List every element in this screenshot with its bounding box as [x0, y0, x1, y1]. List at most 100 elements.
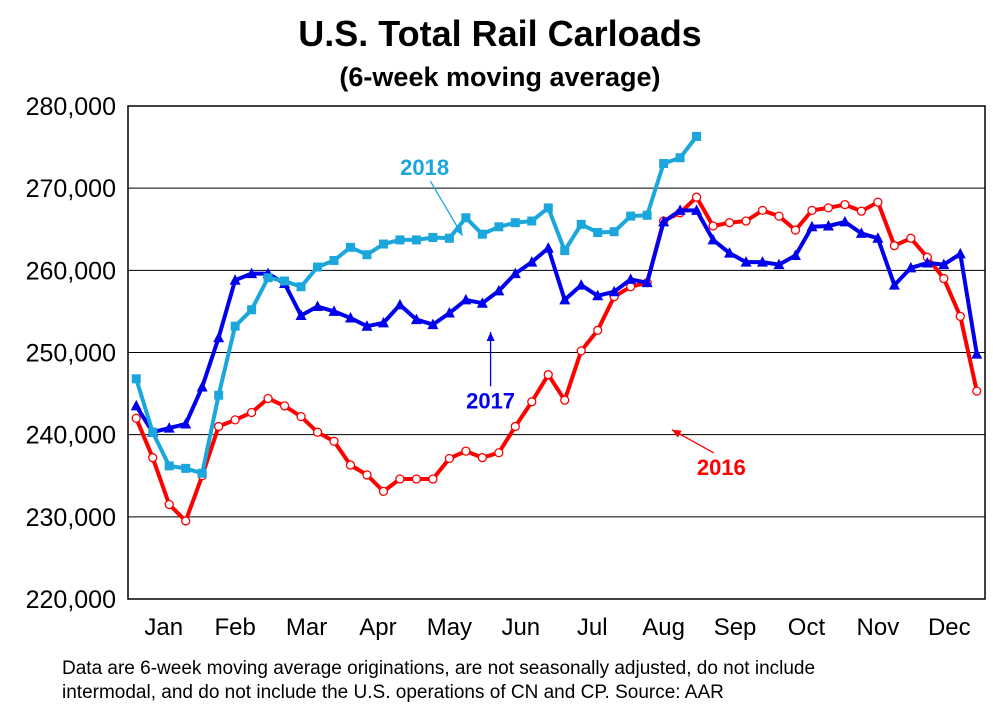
x-tick-label: Nov	[857, 614, 900, 641]
point-2017	[855, 227, 867, 238]
point-2017	[773, 258, 785, 270]
point-2017	[328, 305, 340, 316]
point-2018	[345, 242, 355, 252]
y-tick-label: 230,000	[26, 504, 116, 532]
point-2016	[823, 203, 834, 213]
annotation-label: 2017	[466, 388, 515, 413]
point-2016	[939, 273, 949, 284]
y-tick-label: 280,000	[26, 93, 116, 121]
point-2017	[542, 242, 554, 253]
point-2018	[247, 305, 257, 315]
point-2017	[344, 311, 356, 323]
point-2016	[774, 211, 784, 221]
point-2016	[312, 427, 323, 437]
footnote: Data are 6-week moving average originati…	[62, 657, 962, 705]
point-2017	[410, 313, 422, 325]
point-2018	[148, 427, 158, 437]
point-2016	[296, 411, 306, 422]
point-2016	[461, 446, 471, 456]
x-tick-label: Feb	[214, 614, 255, 641]
point-2017	[246, 267, 258, 279]
point-2016	[395, 474, 405, 484]
point-2017	[312, 300, 324, 311]
annotation-backing	[459, 386, 522, 413]
point-2018	[659, 159, 669, 169]
annotation-arrowhead	[671, 429, 682, 438]
x-tick-label: Mar	[286, 614, 327, 641]
y-axis-ticks: 220,000 230,000 240,000 250,000 260,000 270,0…	[26, 93, 116, 614]
point-2016	[378, 486, 389, 497]
x-tick-label: Oct	[788, 614, 826, 641]
point-2017	[921, 256, 933, 268]
x-axis-month-labels: Jan Feb Mar Apr May Jun Jul Aug Sep Oct Nov Dec	[144, 614, 970, 641]
point-2018	[461, 213, 471, 223]
series-2016	[131, 192, 982, 526]
point-2017	[180, 417, 192, 429]
point-2016	[955, 311, 965, 321]
point-2017	[460, 293, 472, 305]
point-2016	[329, 436, 339, 446]
point-2016	[807, 205, 817, 216]
grid-lines	[128, 187, 985, 518]
series-line-2016	[134, 195, 979, 523]
point-2016	[477, 453, 487, 463]
point-2017	[674, 204, 686, 215]
point-2017	[839, 215, 851, 227]
annotation-backing	[690, 452, 753, 479]
point-2017	[394, 298, 406, 310]
point-2017	[575, 279, 587, 290]
point-2017	[707, 233, 719, 245]
point-2017	[509, 267, 521, 279]
point-2017	[361, 320, 373, 331]
point-2018	[230, 321, 240, 331]
y-tick-label: 240,000	[26, 422, 116, 450]
point-2018	[576, 219, 586, 229]
point-2017	[476, 297, 488, 308]
point-2018	[510, 218, 520, 228]
x-tick-label: Jul	[577, 614, 608, 641]
point-2016	[856, 206, 867, 216]
point-2016	[510, 421, 520, 432]
point-2016	[213, 421, 224, 432]
x-tick-label: Dec	[928, 614, 971, 641]
point-2017	[592, 289, 604, 301]
point-2016	[889, 241, 900, 251]
point-2018	[313, 262, 323, 272]
series-annotations: 2018 2017 2016	[393, 153, 753, 480]
y-tick-label: 250,000	[26, 340, 116, 368]
point-2016	[741, 216, 751, 226]
point-2018	[494, 222, 504, 232]
point-2017	[625, 273, 637, 284]
point-2017	[377, 316, 389, 328]
series-2018	[131, 131, 702, 478]
point-2018	[593, 228, 603, 238]
series-lines	[130, 131, 983, 526]
point-2017	[641, 276, 653, 288]
point-2018	[411, 235, 421, 245]
point-2016	[131, 413, 141, 423]
point-2017	[559, 293, 571, 305]
point-2018	[395, 235, 405, 245]
point-2017	[526, 256, 538, 267]
point-2017	[806, 220, 818, 232]
annotation-label: 2018	[400, 155, 449, 180]
footnote-line-2: intermodal, and do not include the U.S. …	[62, 682, 724, 703]
point-2018	[609, 227, 619, 237]
point-2017	[691, 204, 703, 215]
point-2016	[972, 386, 982, 396]
point-2016	[279, 401, 290, 411]
x-tick-label: Sep	[714, 614, 757, 641]
point-2018	[131, 374, 141, 384]
point-2018	[675, 153, 685, 163]
annotation-arrowhead	[454, 226, 463, 236]
point-2017	[938, 258, 950, 270]
point-2016	[691, 192, 702, 202]
x-tick-label: Jan	[144, 614, 183, 641]
x-tick-label: Apr	[359, 614, 396, 641]
point-2016	[790, 225, 801, 235]
point-2018	[197, 468, 207, 478]
point-2016	[724, 218, 735, 228]
point-2018	[214, 390, 224, 400]
point-2018	[428, 232, 438, 242]
